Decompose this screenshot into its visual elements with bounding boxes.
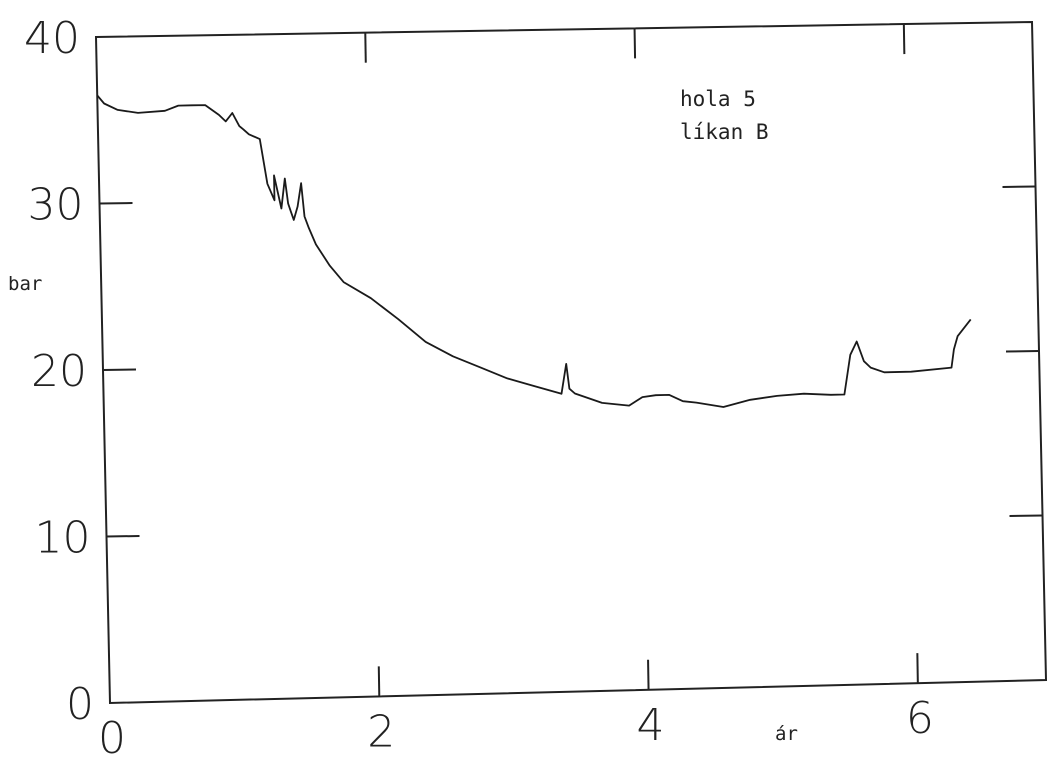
annotation-line-2: líkan B bbox=[680, 120, 769, 144]
x-tick-top-6 bbox=[902, 24, 906, 55]
x-tick-bottom-4 bbox=[647, 659, 650, 690]
x-tick-label-1: 2 bbox=[367, 706, 395, 757]
plot-frame bbox=[94, 20, 1048, 705]
y-axis-label: bar bbox=[8, 273, 42, 295]
tick-labels: 0 10 20 30 40 0 2 4 6 bbox=[24, 13, 934, 764]
series-line-0 bbox=[96, 94, 972, 408]
x-tick-label-3: 6 bbox=[906, 693, 934, 744]
y-tick-label-2: 20 bbox=[31, 346, 87, 397]
y-tick-label-4: 40 bbox=[24, 13, 80, 64]
y-tick-label-3: 30 bbox=[28, 180, 84, 231]
y-tick-label-1: 10 bbox=[35, 513, 91, 564]
x-tick-label-0: 0 bbox=[98, 713, 126, 764]
x-tick-top-4 bbox=[633, 28, 637, 59]
y-tick-left-10 bbox=[106, 535, 140, 538]
y-tick-left-20 bbox=[102, 368, 137, 371]
y-tick-label-0: 0 bbox=[66, 679, 94, 730]
x-axis-label: ár bbox=[775, 723, 798, 745]
series-group bbox=[96, 94, 972, 408]
plot-border bbox=[94, 20, 1048, 705]
x-tick-bottom-6 bbox=[916, 653, 919, 684]
y-tick-right-30 bbox=[1002, 185, 1036, 188]
annotation-line-1: hola 5 bbox=[680, 87, 756, 111]
y-tick-right-20 bbox=[1005, 350, 1040, 353]
x-tick-label-2: 4 bbox=[637, 700, 665, 751]
axis-ticks bbox=[99, 24, 1043, 697]
y-tick-left-30 bbox=[99, 202, 133, 205]
x-tick-top-2 bbox=[364, 32, 367, 63]
y-tick-right-10 bbox=[1009, 514, 1043, 517]
x-tick-bottom-2 bbox=[377, 666, 381, 697]
